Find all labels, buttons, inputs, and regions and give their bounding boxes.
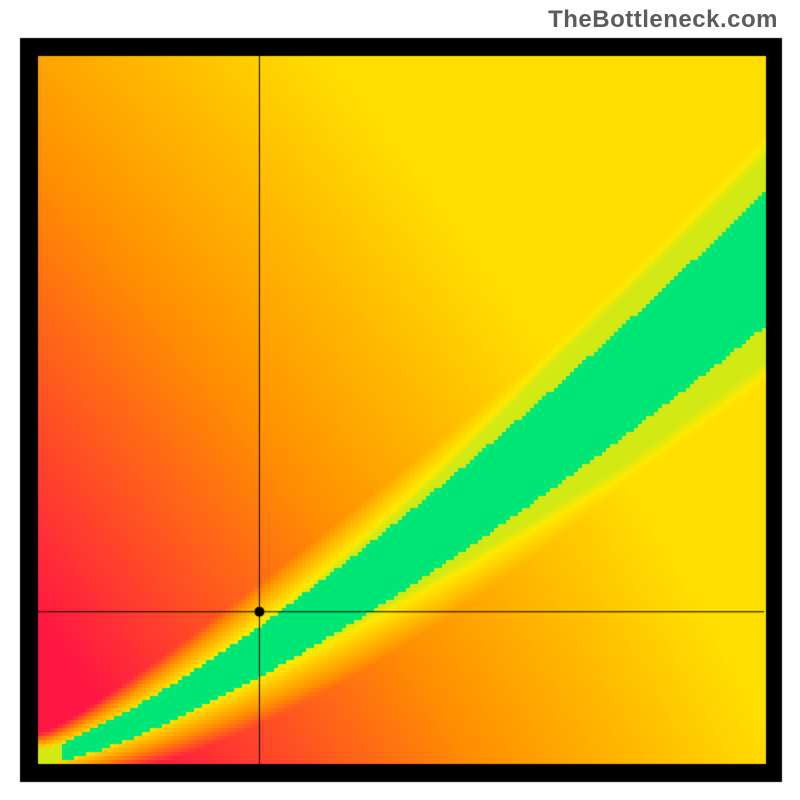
chart-container: TheBottleneck.com (0, 0, 800, 800)
heatmap-canvas (0, 0, 800, 800)
watermark-text: TheBottleneck.com (548, 6, 778, 34)
